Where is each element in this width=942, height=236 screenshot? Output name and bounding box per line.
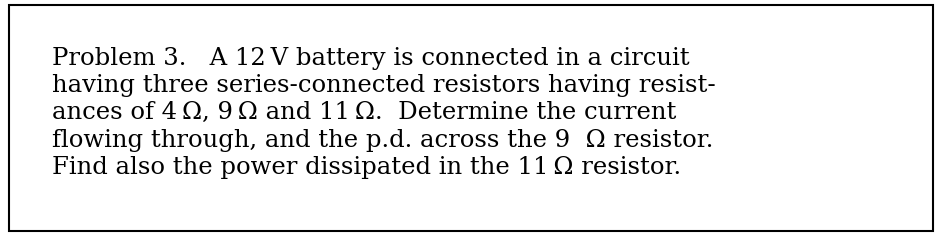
Text: Find also the power dissipated in the 11 Ω resistor.: Find also the power dissipated in the 11… xyxy=(52,156,681,179)
Text: flowing through, and the p.d. across the 9  Ω resistor.: flowing through, and the p.d. across the… xyxy=(52,129,713,152)
Text: having three series-connected resistors having resist-: having three series-connected resistors … xyxy=(52,74,716,97)
Text: Problem 3.   A 12 V battery is connected in a circuit: Problem 3. A 12 V battery is connected i… xyxy=(52,47,690,70)
Text: ances of 4 Ω, 9 Ω and 11 Ω.  Determine the current: ances of 4 Ω, 9 Ω and 11 Ω. Determine th… xyxy=(52,101,676,124)
